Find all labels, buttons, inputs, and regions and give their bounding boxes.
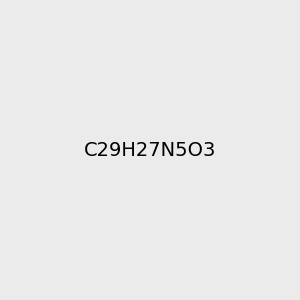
- Text: C29H27N5O3: C29H27N5O3: [84, 140, 216, 160]
